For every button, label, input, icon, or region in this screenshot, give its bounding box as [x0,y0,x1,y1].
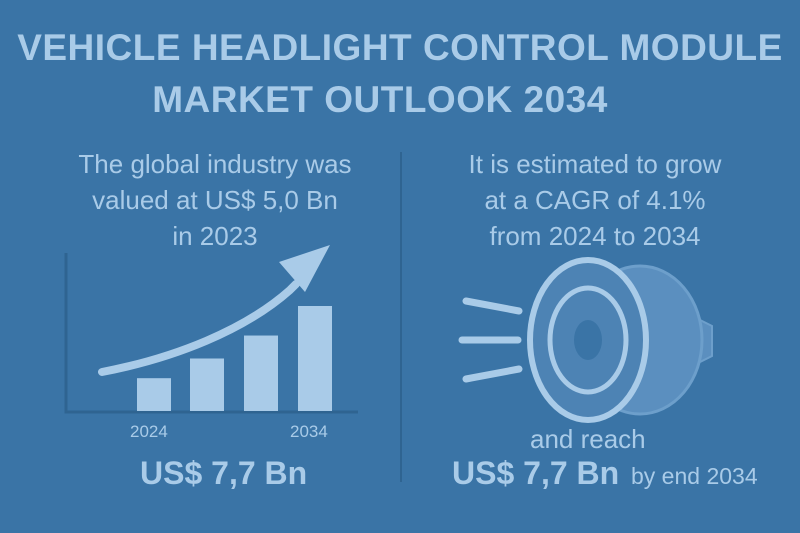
forecast-value-suffix: by end 2034 [631,463,758,489]
page-title-line2: MARKET OUTLOOK 2034 [152,79,608,120]
market-value-line1: The global industry was [78,149,352,179]
cagr-text: It is estimated to grow at a CAGR of 4.1… [410,146,780,254]
year-start-label: 2024 [130,422,168,441]
center-divider [400,152,402,482]
year-end-label: 2034 [290,422,328,441]
light-rays [458,297,523,383]
chart-axis [64,253,358,414]
market-value-line2: valued at US$ 5,0 Bn [92,185,338,215]
cagr-line1: It is estimated to grow [468,149,722,179]
forecast-value-big: US$ 7,7 Bn [452,455,620,491]
market-value-big: US$ 7,7 Bn [140,455,308,491]
chart-bar [137,378,171,411]
chart-bar [190,358,224,411]
cagr-line2: at a CAGR of 4.1% [484,185,706,215]
cagr-line3: from 2024 to 2034 [489,221,701,251]
growth-arrow-icon [98,245,330,376]
chart-bar [244,335,278,411]
page-title-line1: VEHICLE HEADLIGHT CONTROL MODULE [17,27,783,68]
chart-bar [298,306,332,411]
market-value-line3: in 2023 [172,221,258,251]
chart-bars [137,306,332,411]
reach-label: and reach [530,424,646,454]
market-value-text: The global industry was valued at US$ 5,… [30,146,400,254]
